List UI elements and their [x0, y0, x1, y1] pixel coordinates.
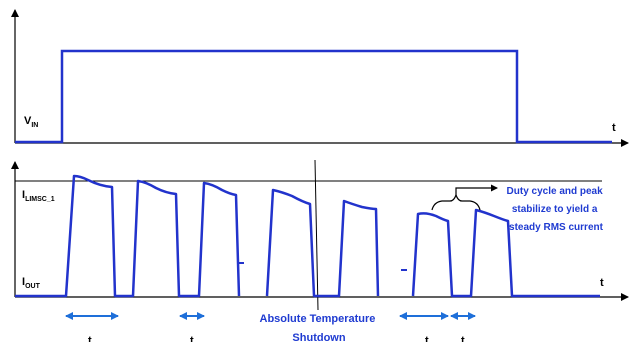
svg-text:t3: t3 — [425, 335, 433, 342]
duty-cycle-pointer — [455, 184, 498, 195]
duty-cycle-note: Duty cycle and peak stabilize to yield a… — [507, 186, 606, 233]
svg-text:t1: t1 — [88, 335, 96, 342]
t3-interval: t3 — [399, 312, 449, 342]
top-time-label: t — [612, 122, 616, 134]
duty-cycle-brace — [431, 193, 481, 211]
vin-label: VIN — [24, 115, 38, 129]
shutdown-note: Absolute Temperature Shutdown — [260, 313, 379, 342]
ilimsc-label: ILIMSC_1 — [22, 189, 55, 203]
svg-text:t2: t2 — [190, 335, 198, 342]
t1-interval: t1 — [65, 312, 119, 342]
iout-waveform — [15, 174, 600, 298]
svg-text:t4: t4 — [461, 335, 469, 342]
bottom-time-label: t — [600, 277, 604, 289]
t2-interval: t2 — [179, 312, 205, 342]
iout-label: IOUT — [22, 276, 41, 290]
t4-interval: t4 — [450, 312, 476, 342]
shutdown-marker-line — [314, 159, 319, 311]
vin-waveform — [15, 49, 612, 144]
